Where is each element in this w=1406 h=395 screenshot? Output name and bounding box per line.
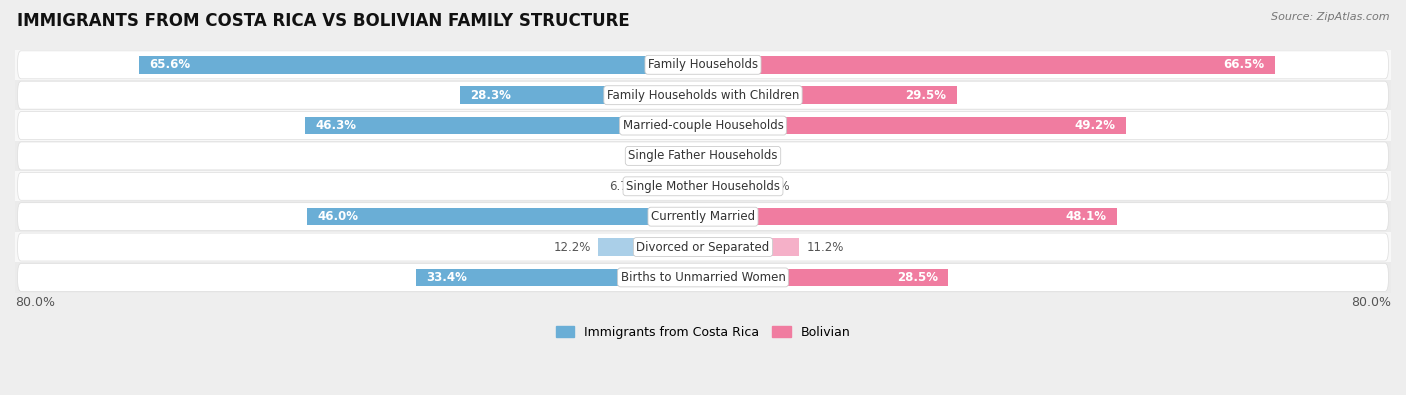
Bar <box>703 117 1126 134</box>
Bar <box>15 232 1391 262</box>
Bar <box>15 110 1391 141</box>
Text: 28.3%: 28.3% <box>470 89 510 102</box>
Text: 12.2%: 12.2% <box>554 241 591 254</box>
Text: Single Father Households: Single Father Households <box>628 149 778 162</box>
Bar <box>308 208 703 226</box>
Text: IMMIGRANTS FROM COSTA RICA VS BOLIVIAN FAMILY STRUCTURE: IMMIGRANTS FROM COSTA RICA VS BOLIVIAN F… <box>17 12 630 30</box>
Text: 49.2%: 49.2% <box>1074 119 1116 132</box>
Text: 80.0%: 80.0% <box>15 295 55 308</box>
Text: Births to Unmarried Women: Births to Unmarried Women <box>620 271 786 284</box>
Text: Source: ZipAtlas.com: Source: ZipAtlas.com <box>1271 12 1389 22</box>
Text: 11.2%: 11.2% <box>806 241 844 254</box>
Bar <box>703 238 800 256</box>
Bar <box>15 50 1391 80</box>
Text: 46.3%: 46.3% <box>315 119 356 132</box>
FancyBboxPatch shape <box>18 172 1388 200</box>
Legend: Immigrants from Costa Rica, Bolivian: Immigrants from Costa Rica, Bolivian <box>551 321 855 344</box>
Text: 6.7%: 6.7% <box>609 180 638 193</box>
Bar <box>703 56 1275 73</box>
Bar <box>15 141 1391 171</box>
Text: 33.4%: 33.4% <box>426 271 467 284</box>
Text: 28.5%: 28.5% <box>897 271 938 284</box>
Bar <box>416 269 703 286</box>
Text: 2.4%: 2.4% <box>645 149 675 162</box>
Bar <box>15 262 1391 293</box>
Bar <box>15 201 1391 232</box>
Text: 46.0%: 46.0% <box>318 210 359 223</box>
FancyBboxPatch shape <box>18 112 1388 139</box>
Bar <box>703 147 723 165</box>
FancyBboxPatch shape <box>18 203 1388 231</box>
Bar <box>15 171 1391 201</box>
FancyBboxPatch shape <box>18 142 1388 170</box>
Text: Divorced or Separated: Divorced or Separated <box>637 241 769 254</box>
Bar <box>305 117 703 134</box>
Text: 5.8%: 5.8% <box>759 180 789 193</box>
FancyBboxPatch shape <box>18 263 1388 292</box>
Text: Single Mother Households: Single Mother Households <box>626 180 780 193</box>
Bar <box>703 87 956 104</box>
Bar <box>460 87 703 104</box>
FancyBboxPatch shape <box>18 51 1388 79</box>
Text: 66.5%: 66.5% <box>1223 58 1264 71</box>
Text: 48.1%: 48.1% <box>1066 210 1107 223</box>
Bar <box>139 56 703 73</box>
Bar <box>703 269 948 286</box>
Text: Family Households with Children: Family Households with Children <box>607 89 799 102</box>
Text: Currently Married: Currently Married <box>651 210 755 223</box>
Text: Family Households: Family Households <box>648 58 758 71</box>
Text: Married-couple Households: Married-couple Households <box>623 119 783 132</box>
FancyBboxPatch shape <box>18 81 1388 109</box>
Bar <box>682 147 703 165</box>
Bar <box>645 177 703 195</box>
Text: 29.5%: 29.5% <box>905 89 946 102</box>
Text: 80.0%: 80.0% <box>1351 295 1391 308</box>
Bar <box>703 177 752 195</box>
Text: 2.3%: 2.3% <box>730 149 759 162</box>
FancyBboxPatch shape <box>18 233 1388 261</box>
Bar <box>15 80 1391 110</box>
Bar <box>703 208 1116 226</box>
Bar <box>598 238 703 256</box>
Text: 65.6%: 65.6% <box>149 58 190 71</box>
